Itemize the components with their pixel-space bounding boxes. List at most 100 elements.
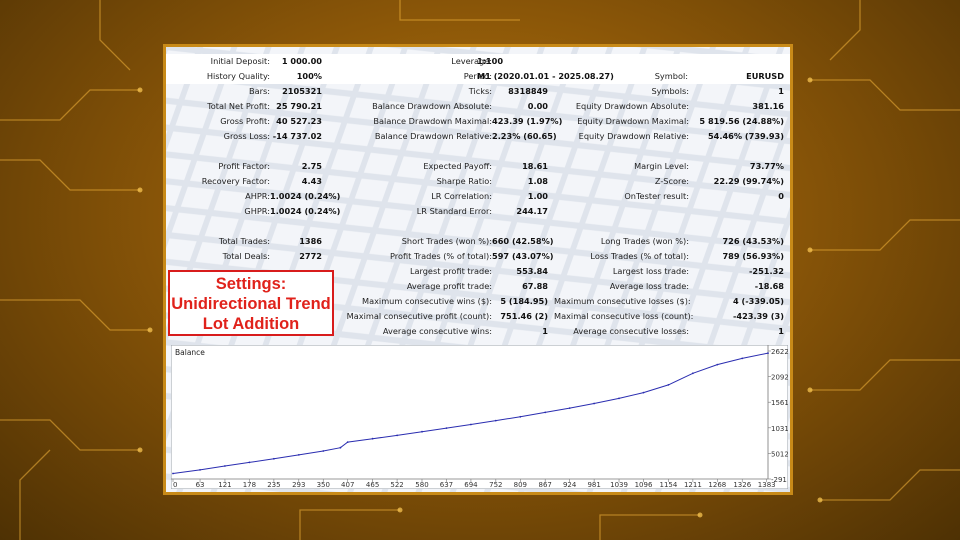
x-tick-label: 1383 [758,481,776,489]
metric-label: Maximum consecutive wins ($): [362,296,492,306]
metric-value: 1 [778,86,784,96]
metric-value: 1.00 [527,191,548,201]
y-tick-label: 5012 [771,450,788,458]
y-tick-label: 26224 [771,348,788,356]
metric-value: 553.84 [516,266,548,276]
metric-value: 1.0024 (0.24%) [270,206,341,216]
report-row: Total Trades: 1386 Short Trades (won %): 66… [166,234,790,249]
balance-point [593,402,595,405]
metric-label: Largest profit trade: [409,266,492,276]
report-row: Gross Loss: -14 737.02 Balance Drawdown Re… [166,129,790,144]
metric-label: Bars: [248,86,270,96]
metric-label: Average consecutive wins: [382,326,492,336]
metric-label: Average consecutive losses: [573,326,689,336]
balance-point [494,419,497,422]
settings-callout: Settings: Unidirectional Trend Lot Addit… [168,270,334,336]
metric-value: -423.39 (3) [732,311,784,321]
balance-point [767,352,769,354]
report-row: Initial Deposit: 1 000.00 Leverage: 1:100 [166,54,790,69]
metric-label: Maximal consecutive profit (count): [346,311,492,321]
metric-value: 73.77% [749,161,784,171]
metric-label: LR Standard Error: [416,206,492,216]
x-tick-label: 293 [292,481,305,489]
metric-value: 1:100 [477,56,504,66]
x-tick-label: 350 [317,481,330,489]
balance-point [248,461,251,464]
x-tick-label: 924 [563,481,577,489]
metric-label: AHPR: [245,191,270,201]
balance-line [172,352,769,474]
y-tick-label: 15618 [771,399,788,407]
metric-value: M1 (2020.01.01 - 2025.08.27) [477,71,614,81]
x-tick-label: 809 [514,481,527,489]
metric-value: 8318849 [508,86,548,96]
report-row: Total Deals: 2772 Profit Trades (% of tota… [166,249,790,264]
report-row: GHPR: 1.0024 (0.24%) LR Standard Error: 244… [166,204,790,219]
metric-value: 40 527.23 [276,116,322,126]
metric-label: Margin Level: [634,161,689,171]
x-tick-label: 121 [218,481,231,489]
metric-value: 67.88 [522,281,548,291]
report-row: AHPR: 1.0024 (0.24%) LR Correlation: 1.00 On… [166,189,790,204]
y-tick-label: 20921 [771,374,788,382]
metric-label: GHPR: [244,206,270,216]
metric-label: Profit Factor: [218,161,270,171]
x-tick-label: 1268 [708,481,726,489]
metric-value: 1.08 [527,176,548,186]
metric-label: Total Deals: [222,251,270,261]
metric-value: 0 [778,191,784,201]
metric-label: Short Trades (won %): [401,236,492,246]
metric-value: 5 819.56 (24.88%) [699,116,784,126]
metric-value: 660 (42.58%) [492,236,554,246]
metric-label: History Quality: [206,71,270,81]
metric-label: Equity Drawdown Absolute: [575,101,689,111]
report-row: Recovery Factor: 4.43 Sharpe Ratio: 1.08 Z-S… [166,174,790,189]
settings-line-3: Lot Addition [202,315,300,333]
x-tick-label: 1154 [659,481,677,489]
x-tick-label: 178 [243,481,256,489]
report-row: Bars: 2105321 Ticks: 8318849 Symbols: 1 [166,84,790,99]
balance-point [470,423,472,426]
balance-point [445,427,448,429]
metric-label: Total Trades: [218,236,270,246]
metric-label: Balance Drawdown Absolute: [372,101,492,111]
report-row: Average consecutive wins: 1 Average consec… [166,324,790,339]
metric-label: Sharpe Ratio: [436,176,492,186]
metric-value: 1 000.00 [281,56,322,66]
metric-value: 2.75 [301,161,322,171]
metric-value: EURUSD [746,71,784,81]
balance-point [224,465,226,467]
balance-point [322,450,325,452]
balance-point [346,441,349,443]
metric-label: Initial Deposit: [210,56,270,66]
metric-value: -18.68 [754,281,784,291]
metric-label: Average loss trade: [609,281,689,291]
metric-value: 726 (43.53%) [722,236,784,246]
x-tick-label: 694 [464,481,478,489]
metric-value: 423.39 (1.97%) [492,116,563,126]
metric-label: OnTester result: [624,191,689,201]
balance-point [568,407,571,409]
metric-value: 2772 [299,251,322,261]
metric-label: Symbols: [651,86,689,96]
balance-point [692,372,694,375]
report-row: History Quality: 100% Period: M1 (2020.01.0… [166,69,790,84]
report-row: Maximum consecutive wins ($): 5 (184.95) M… [166,294,790,309]
metric-label: Symbol: [654,71,688,81]
report-row [166,144,790,159]
x-tick-label: 981 [587,481,600,489]
balance-point [339,446,342,449]
x-tick-label: 465 [366,481,379,489]
report-row [166,219,790,234]
metric-value: 4.43 [301,176,322,186]
balance-point [421,430,423,433]
report-row: Profit Factor: 2.75 Expected Payoff: 18.61 M… [166,159,790,174]
x-tick-label: 637 [440,481,453,489]
metric-label: Expected Payoff: [423,161,492,171]
metric-value: 4 (-339.05) [732,296,784,306]
metric-label: Loss Trades (% of total): [590,251,689,261]
balance-point [297,454,300,456]
balance-point [667,384,670,386]
